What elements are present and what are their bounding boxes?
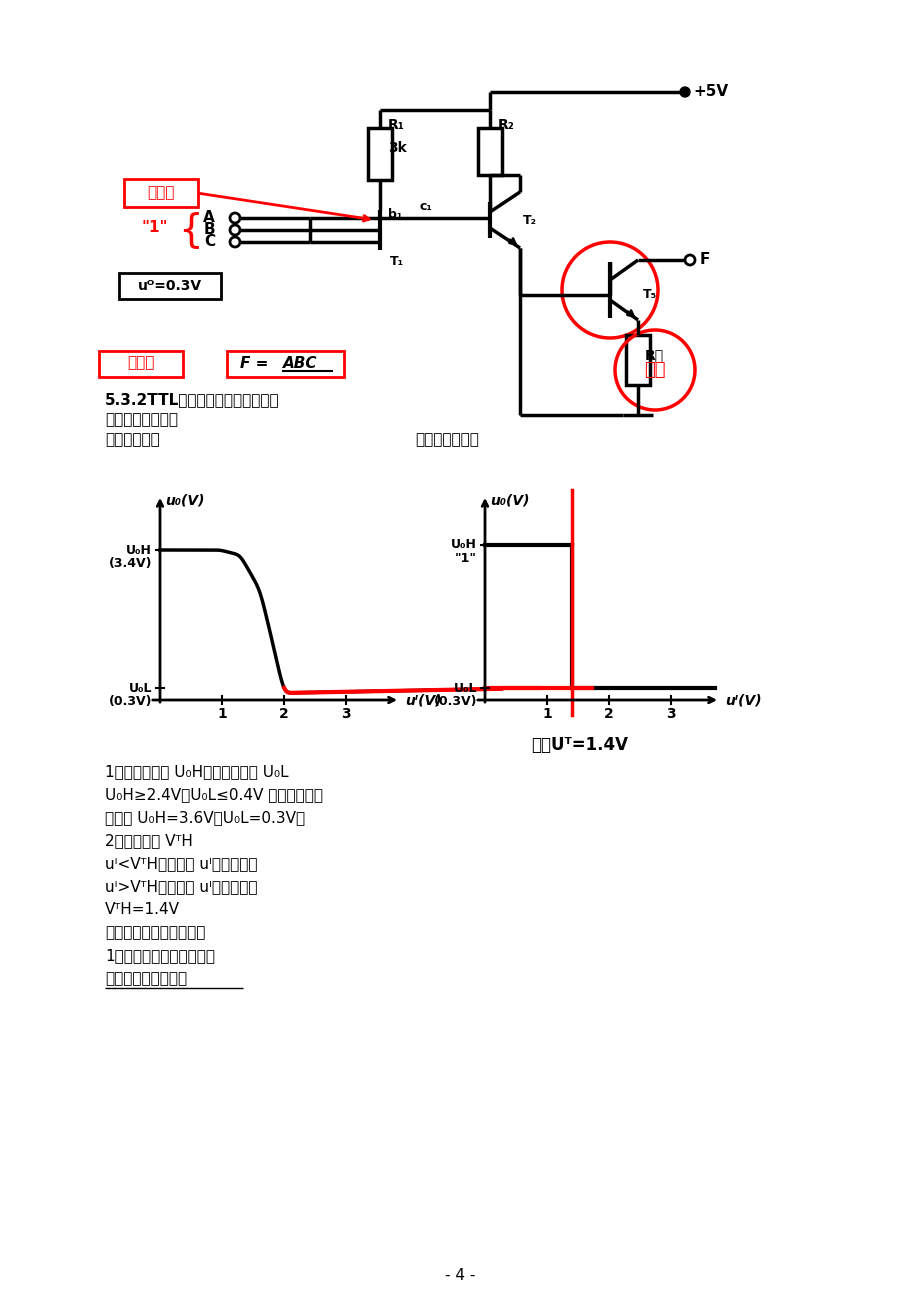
Text: 全反偏: 全反偏	[147, 185, 175, 201]
Text: 3k: 3k	[388, 141, 406, 155]
Bar	[478, 128, 502, 174]
Text: 3: 3	[665, 707, 675, 721]
Text: (0.3V): (0.3V)	[108, 694, 152, 707]
Circle shape	[679, 87, 689, 98]
Text: 1: 1	[541, 707, 551, 721]
FancyBboxPatch shape	[124, 178, 198, 207]
Text: 典型值 U₀H=3.6V、U₀L=0.3V。: 典型值 U₀H=3.6V、U₀L=0.3V。	[105, 811, 305, 825]
Text: (0.3V): (0.3V)	[433, 694, 476, 707]
Text: 3: 3	[341, 707, 350, 721]
Text: 此电路: 此电路	[127, 355, 154, 371]
Text: uᴵ<VᵀH时，认为 uᴵ是低电平。: uᴵ<VᵀH时，认为 uᴵ是低电平。	[105, 857, 257, 871]
Bar	[368, 128, 391, 180]
Text: 2、阈值电压 VᵀH: 2、阈值电压 VᵀH	[105, 833, 193, 849]
Text: u₀(V): u₀(V)	[490, 493, 529, 506]
Text: 2: 2	[278, 707, 289, 721]
Text: VᵀH=1.4V: VᵀH=1.4V	[105, 902, 180, 918]
Text: 传输特性曲线: 传输特性曲线	[105, 432, 160, 448]
Text: U₀H: U₀H	[450, 539, 476, 552]
Text: c₁: c₁	[420, 201, 433, 214]
Text: 前级输出为高电平时: 前级输出为高电平时	[105, 971, 187, 987]
Text: {: {	[177, 211, 202, 249]
FancyBboxPatch shape	[119, 273, 221, 299]
Text: F: F	[699, 253, 709, 267]
Text: U₀H≥2.4V、U₀L≤0.4V 便认为合格。: U₀H≥2.4V、U₀L≤0.4V 便认为合格。	[105, 788, 323, 802]
Text: 理想的传输特性: 理想的传输特性	[414, 432, 479, 448]
Text: - 4 -: - 4 -	[444, 1268, 475, 1282]
Text: 饱和: 饱和	[643, 361, 665, 379]
Text: +5V: +5V	[692, 85, 727, 99]
FancyBboxPatch shape	[99, 352, 183, 378]
Text: U₀L: U₀L	[453, 681, 476, 694]
Text: (3.4V): (3.4V)	[108, 556, 152, 569]
Text: U₀L: U₀L	[129, 681, 152, 694]
Text: uᴵ>VᵀH时，认为 uᴵ是高电平。: uᴵ>VᵀH时，认为 uᴵ是高电平。	[105, 879, 257, 894]
Text: 二、输入、输出负载特性: 二、输入、输出负载特性	[105, 926, 205, 940]
Text: 1、前后级之间电流的联系: 1、前后级之间电流的联系	[105, 948, 215, 963]
Text: B: B	[203, 223, 215, 237]
Text: C: C	[204, 234, 215, 250]
Text: 阈值Uᵀ=1.4V: 阈值Uᵀ=1.4V	[531, 736, 628, 754]
Text: R、: R、	[644, 348, 664, 362]
Text: "1": "1"	[455, 552, 476, 565]
Text: 一、电压传输特性: 一、电压传输特性	[105, 413, 177, 427]
Bar	[625, 335, 650, 385]
Text: 1: 1	[217, 707, 227, 721]
Text: "1": "1"	[142, 220, 168, 236]
Text: 5.3.2TTL与非门的特性和技术参数: 5.3.2TTL与非门的特性和技术参数	[105, 392, 279, 408]
Text: uᴵ(V): uᴵ(V)	[724, 693, 761, 707]
Text: R₁: R₁	[388, 118, 404, 132]
Text: T₂: T₂	[522, 214, 537, 227]
FancyBboxPatch shape	[227, 352, 344, 378]
Text: u₀(V): u₀(V)	[165, 493, 204, 506]
Text: 2: 2	[604, 707, 613, 721]
Text: T₁: T₁	[390, 255, 403, 268]
Text: ABC: ABC	[283, 355, 317, 371]
Text: R₂: R₂	[497, 118, 515, 132]
Text: 1、输出高电平 U₀H、输出低电平 U₀L: 1、输出高电平 U₀H、输出低电平 U₀L	[105, 764, 289, 780]
Text: A: A	[203, 211, 215, 225]
Text: U₀H: U₀H	[126, 543, 152, 556]
Text: b₁: b₁	[388, 208, 402, 221]
Text: T₅: T₅	[642, 289, 656, 302]
Text: uᴵ(V): uᴵ(V)	[404, 693, 441, 707]
Text: uᴼ=0.3V: uᴼ=0.3V	[138, 279, 202, 293]
Text: F =: F =	[240, 355, 273, 371]
